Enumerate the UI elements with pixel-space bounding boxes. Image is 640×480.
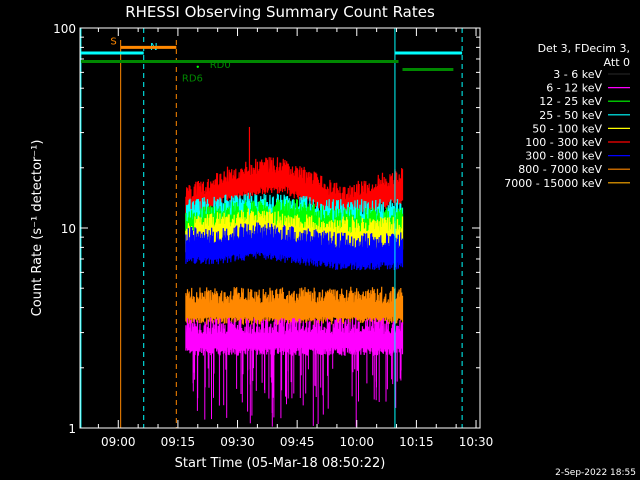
y-axis-label: Count Rate (s⁻¹ detector⁻¹) xyxy=(30,140,45,317)
series-line xyxy=(185,317,404,356)
series-line xyxy=(185,157,404,223)
footer-date: 2-Sep-2022 18:55 xyxy=(555,468,636,478)
y-tick-label: 100 xyxy=(53,22,76,36)
legend-label: 12 - 25 keV xyxy=(539,95,602,108)
plot-data xyxy=(185,126,404,427)
legend-label: 25 - 50 keV xyxy=(539,109,602,122)
status-dot xyxy=(196,65,199,68)
series-line xyxy=(185,222,404,271)
status-bar-label: RD0 xyxy=(210,60,231,71)
status-bar-label: S xyxy=(110,36,116,47)
legend-label: 7000 - 15000 keV xyxy=(504,177,602,190)
legend-label: 50 - 100 keV xyxy=(532,122,602,135)
plot-bars: NSRD6RD0 xyxy=(80,28,463,428)
x-tick-label: 10:15 xyxy=(399,435,434,449)
legend-header: Det 3, FDecim 3, xyxy=(538,42,630,55)
series-line xyxy=(185,286,404,325)
legend-label: 800 - 7000 keV xyxy=(518,163,602,176)
status-bar-label: RD6 xyxy=(182,73,203,84)
y-tick-label: 10 xyxy=(61,222,76,236)
x-tick-label: 09:00 xyxy=(101,435,136,449)
legend-header: Att 0 xyxy=(604,56,630,69)
y-axis: 1 10 100 xyxy=(53,22,480,436)
legend-label: 300 - 800 keV xyxy=(525,150,602,163)
chart-title: RHESSI Observing Summary Count Rates xyxy=(125,3,435,21)
x-tick-label: 10:00 xyxy=(339,435,374,449)
y-tick-label: 1 xyxy=(68,422,76,436)
legend-label: 100 - 300 keV xyxy=(525,136,602,149)
legend-label: 6 - 12 keV xyxy=(546,82,602,95)
x-tick-label: 10:30 xyxy=(459,435,494,449)
x-tick-label: 09:45 xyxy=(280,435,315,449)
x-tick-label: 09:30 xyxy=(220,435,255,449)
x-axis: 09:00 09:15 09:30 09:45 10:00 10:15 10:30 xyxy=(97,28,494,449)
legend-label: 3 - 6 keV xyxy=(553,68,602,81)
x-tick-label: 09:15 xyxy=(161,435,196,449)
x-axis-label: Start Time (05-Mar-18 08:50:22) xyxy=(175,456,386,471)
